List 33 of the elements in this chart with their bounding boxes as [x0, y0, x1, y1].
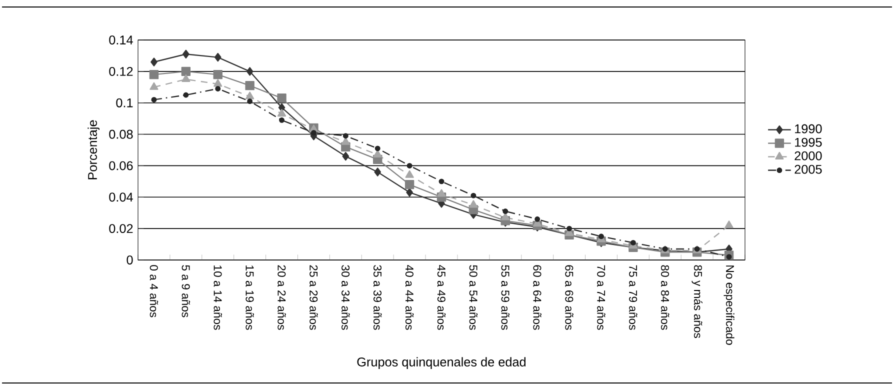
x-tick-label: 55 a 59 años: [501, 265, 510, 330]
y-tick-label: 0.02: [109, 224, 133, 234]
y-axis-title: Porcentaje: [88, 120, 100, 180]
x-tick-label: 5 a 9 años: [182, 265, 190, 318]
x-tick-label: 25 a 29 años: [310, 265, 318, 330]
x-tick-label: 10 a 14 años: [214, 266, 222, 330]
x-tick-label: 30 a 34 años: [342, 265, 350, 330]
x-tick-label: 85 y más años: [692, 265, 702, 338]
x-tick-label: 0 a 4 años: [150, 265, 158, 318]
x-tick-label: 15 a 19 años: [246, 266, 254, 330]
y-tick-label: 0.06: [109, 161, 133, 170]
x-axis-title: Grupos quinquenales de edad: [357, 357, 526, 369]
x-tick-label: 80 a 84 años: [661, 265, 670, 330]
y-tick-label: 0.12: [109, 66, 133, 76]
legend-label: 2000: [794, 151, 822, 160]
y-tick-label: 0.14: [109, 36, 133, 44]
x-tick-label: 75 a 79 años: [629, 265, 638, 330]
x-tick-label: 40 a 44 años: [405, 264, 414, 330]
x-tick-label: 60 a 64 años: [533, 265, 542, 330]
x-tick-label: 65 a 69 años: [565, 265, 574, 330]
y-tick-label: 0.1: [116, 98, 133, 108]
legend-label: 2005: [794, 164, 822, 174]
x-tick-label: 35 a 39 años: [373, 265, 382, 330]
legend-label: 1990: [795, 124, 822, 134]
x-tick-label: 70 a 74 años: [597, 265, 606, 330]
legend-label: 1995: [795, 138, 822, 147]
x-tick-label: 50 a 54 años: [469, 265, 478, 330]
y-tick-label: 0: [126, 256, 133, 264]
x-tick-label: No especificado: [724, 266, 734, 345]
y-tick-label: 0.08: [109, 130, 133, 139]
x-tick-label: 45 a 49 años: [437, 264, 446, 330]
y-tick-label: 0.04: [109, 192, 133, 202]
x-tick-label: 20 a 24 años: [278, 265, 286, 330]
